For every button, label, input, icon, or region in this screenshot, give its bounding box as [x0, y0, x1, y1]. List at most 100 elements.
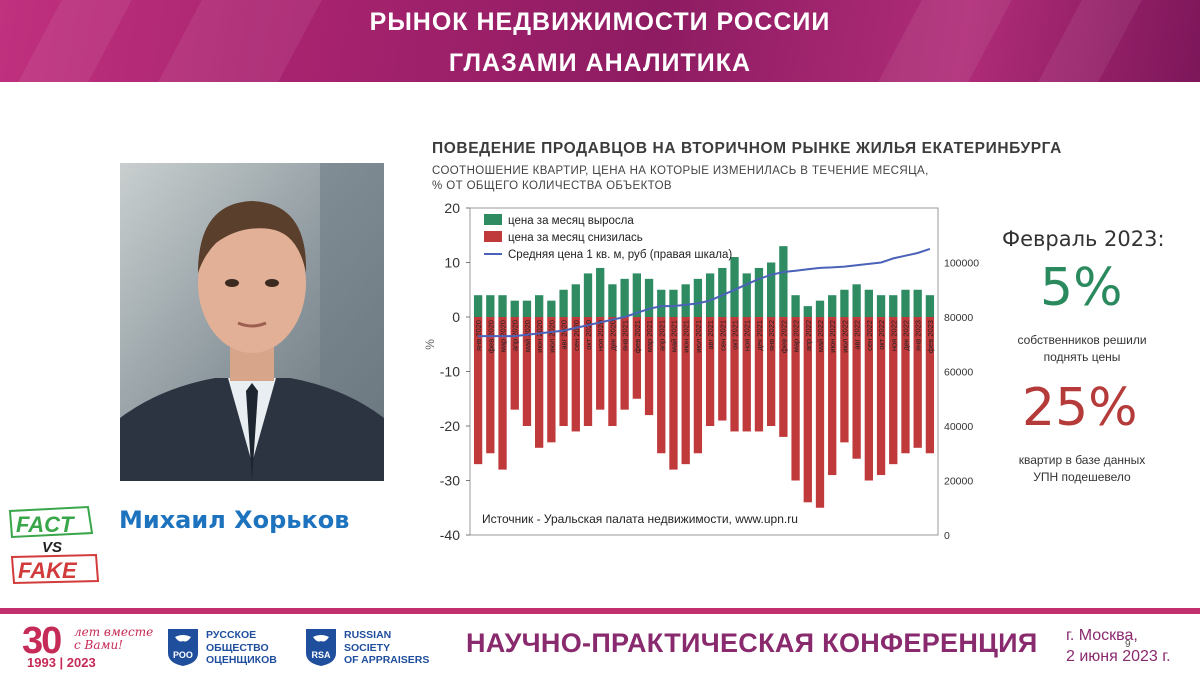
bar-down-35 — [901, 317, 910, 454]
header-banner: РЫНОК НЕДВИЖИМОСТИ РОССИИ ГЛАЗАМИ АНАЛИТ… — [0, 0, 1200, 82]
roo-emblem-text: РОО — [173, 650, 193, 660]
y2-tick-label: 60000 — [944, 367, 973, 379]
bar-down-34 — [889, 317, 898, 465]
conference-title: НАУЧНО-ПРАКТИЧЕСКАЯ КОНФЕРЕНЦИЯ — [466, 628, 1038, 658]
speaker-name: Михаил Хорьков — [119, 506, 350, 534]
bar-down-0 — [473, 317, 483, 465]
x-tick-label: мар 2021 — [645, 320, 654, 352]
x-tick-label: дек 2020 — [608, 320, 617, 351]
bar-up-20 — [718, 267, 727, 317]
bar-up-19 — [705, 273, 715, 317]
speaker-photo — [120, 163, 384, 481]
bar-up-31 — [852, 284, 861, 317]
chart-title: ПОВЕДЕНИЕ ПРОДАВЦОВ НА ВТОРИЧНОМ РЫНКЕ Ж… — [432, 140, 1062, 157]
chart-subtitle-line2: % ОТ ОБЩЕГО КОЛИЧЕСТВА ОБЪЕКТОВ — [432, 180, 672, 192]
price-line — [478, 247, 931, 338]
roo-emblem-icon: РОО — [168, 629, 198, 666]
bar-up-33 — [876, 295, 886, 317]
anniversary-years: 1993 | 2023 — [27, 655, 96, 670]
chart-svg: 20 10 0 -10 -20 -30 -40 100000 80000 60000 40000 20… — [423, 200, 979, 543]
badge-fake-text: FAKE — [18, 558, 78, 583]
x-tick-label: окт 2020 — [584, 320, 593, 350]
bar-down-22 — [742, 317, 751, 432]
bar-down-16 — [669, 317, 678, 470]
x-tick-label: окт 2021 — [731, 320, 740, 350]
roo-logo-line1: РУССКОЕ — [206, 629, 257, 641]
bar-down-3 — [510, 317, 519, 410]
bar-down-18 — [693, 317, 703, 454]
x-tick-label: сен 2022 — [865, 320, 874, 351]
bar-down-17 — [681, 317, 690, 465]
x-tick-label: фев 2023 — [926, 320, 935, 353]
rsa-emblem-text: RSA — [311, 650, 331, 660]
bar-up-15 — [657, 289, 666, 317]
x-tick-label: ноя 2021 — [743, 320, 752, 351]
y-tick-label: -10 — [440, 364, 460, 380]
bar-down-21 — [730, 317, 739, 432]
y-tick-label: 0 — [452, 309, 460, 325]
bar-down-13 — [632, 317, 641, 399]
y2-tick-label: 20000 — [944, 476, 973, 488]
x-tick-label: авг 2022 — [853, 320, 862, 350]
bar-up-26 — [791, 295, 800, 317]
bar-down-11 — [608, 317, 617, 426]
bar-down-23 — [754, 317, 764, 432]
x-tick-label: дек 2022 — [901, 320, 910, 351]
anniversary-motto: лет вместе с Вами! — [74, 626, 153, 652]
bar-up-12 — [620, 278, 629, 317]
bar-down-8 — [571, 317, 580, 432]
y-tick-label: 10 — [444, 255, 460, 271]
x-tick-label: авг 2021 — [706, 320, 715, 350]
annotation-up-note-line2: поднять цены — [1043, 350, 1121, 364]
annotation-up-note: собственников решили поднять цены — [997, 332, 1167, 366]
badge-vs-text: VS — [42, 539, 62, 556]
event-city: г. Москва, — [1066, 627, 1138, 644]
x-tick-label: сен 2021 — [718, 320, 727, 351]
bar-down-26 — [791, 317, 800, 481]
roo-logo-line3: ОЦЕНЩИКОВ — [206, 654, 277, 666]
y2-tick-label: 80000 — [944, 312, 973, 324]
annotation-down-note-line2: УПН подешевело — [1033, 470, 1131, 484]
x-tick-label: фев 2022 — [779, 320, 788, 353]
page-number: 9 — [1125, 639, 1131, 650]
x-tick-label: окт 2022 — [877, 320, 886, 350]
bar-up-32 — [864, 289, 873, 317]
bar-up-23 — [754, 267, 764, 317]
x-tick-label: июл 2022 — [840, 320, 849, 353]
chart-panel: ПОВЕДЕНИЕ ПРОДАВЦОВ НА ВТОРИЧНОМ РЫНКЕ Ж… — [420, 130, 1160, 550]
bar-up-37 — [925, 295, 935, 317]
rsa-logo-text: RUSSIAN SOCIETY OF APPRAISERS — [344, 629, 429, 667]
anniversary-logo: 30 лет вместе с Вами! 1993 | 2023 — [22, 620, 162, 670]
rsa-logo-line3: OF APPRAISERS — [344, 654, 430, 666]
chart-subtitle: СООТНОШЕНИЕ КВАРТИР, ЦЕНА НА КОТОРЫЕ ИЗМ… — [432, 164, 929, 194]
x-tick-label: сен 2020 — [572, 320, 581, 351]
x-tick-label: апр 2022 — [804, 320, 813, 351]
bar-up-10 — [596, 267, 605, 317]
event-location-date: г. Москва, 2 июня 2023 г. — [1066, 625, 1171, 667]
bar-down-20 — [718, 317, 727, 421]
y-tick-label: 20 — [444, 200, 460, 216]
bar-down-1 — [486, 317, 495, 454]
bar-down-29 — [828, 317, 837, 476]
bar-down-24 — [767, 317, 776, 426]
x-tick-label: май 2021 — [669, 320, 678, 352]
bar-up-11 — [608, 284, 617, 317]
bar-down-19 — [705, 317, 715, 426]
bar-down-31 — [852, 317, 861, 459]
x-tick-label: июл 2021 — [694, 320, 703, 353]
x-tick-label: июл 2020 — [547, 320, 556, 353]
bar-down-25 — [779, 317, 788, 437]
y2-tick-label: 100000 — [944, 258, 979, 270]
bar-up-18 — [693, 278, 703, 317]
y-tick-label: -30 — [440, 473, 460, 489]
x-tick-label: янв 2023 — [914, 320, 923, 351]
annotation-up-percent: 5% — [1040, 258, 1123, 318]
bar-up-25 — [779, 246, 788, 317]
bar-up-8 — [571, 284, 580, 317]
bar-up-34 — [889, 295, 898, 317]
bar-down-2 — [498, 317, 507, 470]
bar-up-5 — [535, 295, 544, 317]
bar-down-12 — [620, 317, 629, 410]
x-tick-label: янв 2022 — [767, 320, 776, 351]
bar-down-37 — [925, 317, 935, 454]
